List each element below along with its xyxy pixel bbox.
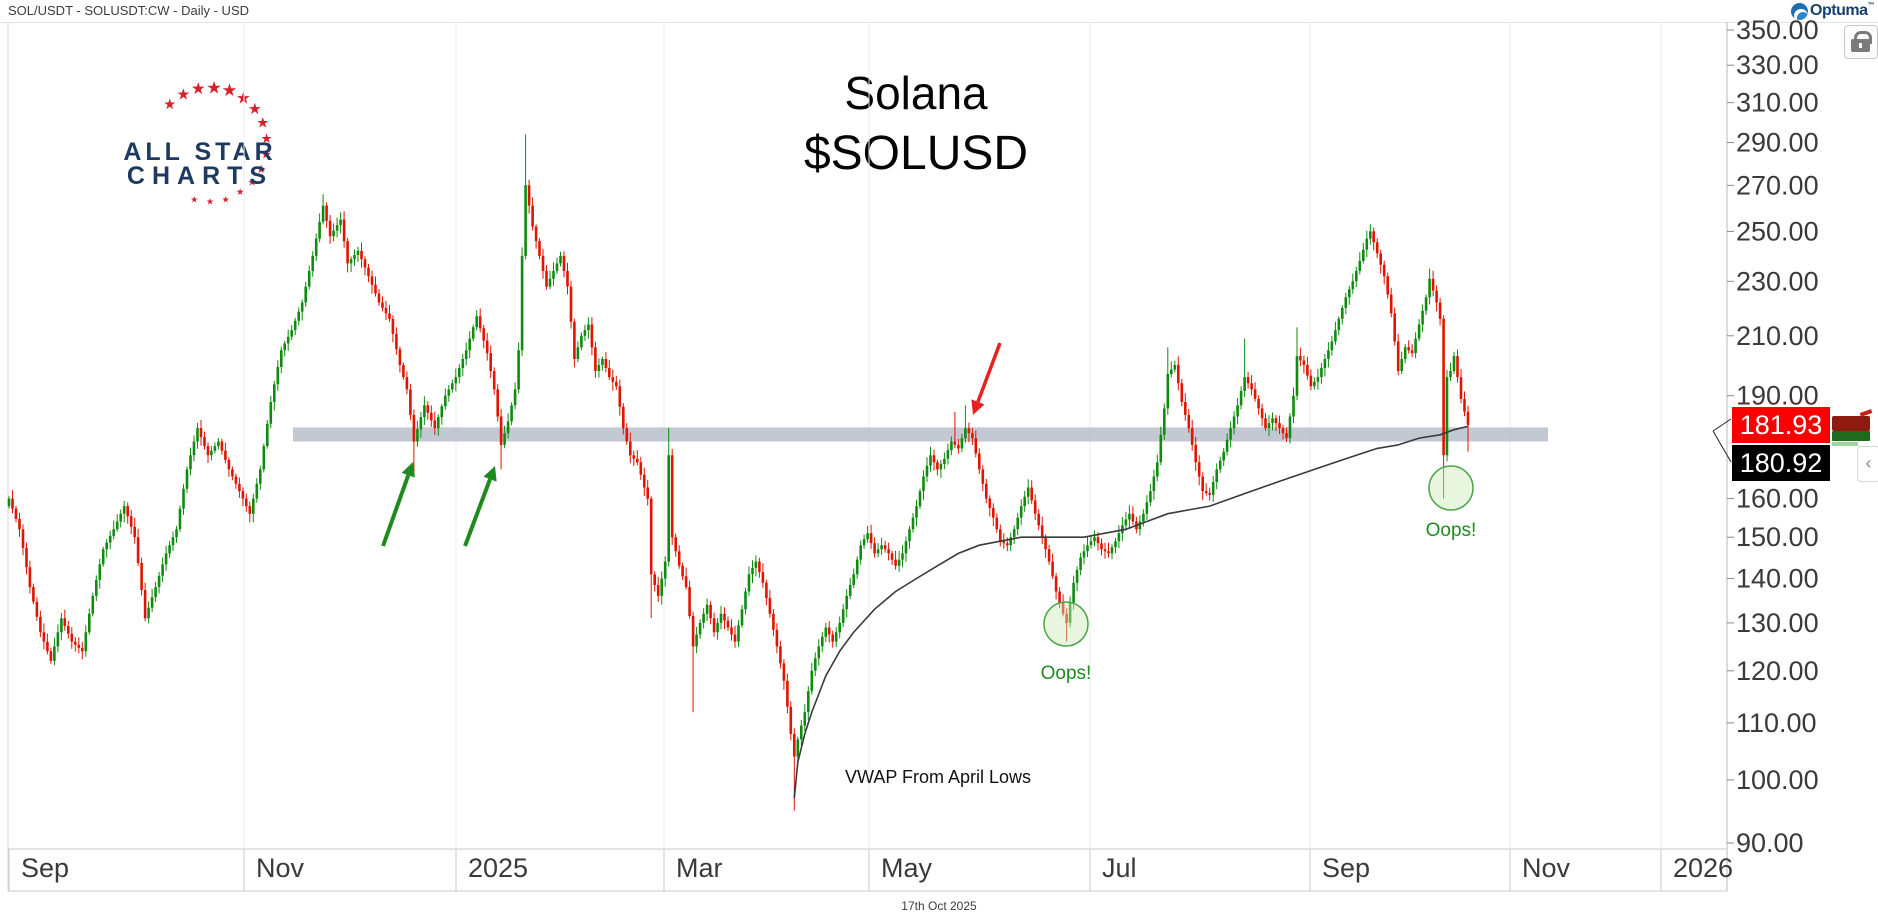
lock-button[interactable] [1844,25,1878,59]
logo-text-line1: ALL STAR [123,138,277,166]
x-axis-label: Nov [256,853,305,883]
instrument-title: SOL/USDT - SOLUSDT:CW - Daily - USD [8,3,250,18]
price-axis-label: 160.00 [1736,484,1819,514]
x-axis-label: Sep [21,853,69,883]
down-candle-bodies [11,185,1470,757]
star-icon: ★ [205,196,215,207]
price-axis-label: 130.00 [1736,608,1819,638]
price-axis-label: 230.00 [1736,266,1819,296]
price-axis-label: 250.00 [1736,216,1819,246]
down-candle-wicks [12,179,1469,811]
optuma-logo: Optuma™ [1791,0,1874,22]
oops-circle[interactable] [1043,601,1089,647]
star-icon: ★ [190,194,199,205]
support-band[interactable] [293,427,1548,442]
star-icon: ★ [247,101,262,119]
star-icon: ★ [247,176,258,189]
lock-icon [1854,31,1872,44]
x-axis-label: 2025 [468,853,528,883]
mini-green-bar-icon [1832,431,1870,441]
chart-title: Solana [844,67,988,119]
star-icon: ★ [260,147,272,162]
arrow-head [971,399,985,415]
tag-leader-lines [1712,418,1732,463]
up-candle-bodies [7,185,1456,757]
price-axis-label: 120.00 [1736,656,1819,686]
price-axis-label: 100.00 [1736,765,1819,795]
x-axis-label: 2026 [1673,853,1733,883]
optuma-globe-icon [1791,2,1809,20]
arrow-shaft [463,478,492,547]
star-icon: ★ [260,131,273,147]
price-axis-label: 330.00 [1736,50,1819,80]
date-stamp: 17th Oct 2025 [901,899,977,913]
oops-label: Oops! [1041,663,1092,684]
x-axis-label: Sep [1322,853,1370,883]
arrow-head [483,466,497,482]
price-axis-label: 190.00 [1736,381,1819,411]
price-axis-label: 150.00 [1736,522,1819,552]
price-axis-label: 350.00 [1736,15,1819,45]
mini-lightgreen-bar-icon [1832,442,1858,446]
all-star-charts-logo: ★★★★★★★★★★★★★★★★ ALL STAR CHARTS [60,40,272,206]
star-icon: ★ [235,187,245,199]
mini-red-bar-icon [1832,416,1870,431]
logo-text-line2: CHARTS [126,162,274,190]
mini-preview-widget [1832,414,1872,448]
chevron-left-icon: ‹ [1865,453,1872,473]
star-icon: ★ [190,80,206,99]
x-axis-label: May [881,853,933,883]
price-axis-label: 90.00 [1736,828,1804,858]
star-icon: ★ [221,80,238,101]
oops-circle[interactable] [1428,465,1474,511]
panel-collapse-button[interactable]: ‹ [1857,446,1878,482]
price-axis-label: 270.00 [1736,170,1819,200]
x-axis-label: Mar [676,853,723,883]
price-axis-label: 290.00 [1736,128,1819,158]
star-icon: ★ [256,115,270,132]
price-axis-label: 310.00 [1736,88,1819,118]
star-icon: ★ [163,96,177,113]
star-icon: ★ [206,77,222,98]
arrow-head [401,462,415,478]
price-axis-label: 210.00 [1736,321,1819,351]
arrow-shaft [381,474,411,547]
chart-symbol: $SOLUSD [803,127,1029,180]
x-axis-label: Nov [1522,853,1571,883]
title-bar: SOL/USDT - SOLUSDT:CW - Daily - USD Optu… [0,0,1878,23]
x-axis-label: Jul [1102,853,1137,883]
oops-label: Oops! [1426,520,1477,541]
vwap-label: VWAP From April Lows [845,767,1031,787]
star-icon: ★ [221,194,230,205]
last-price-tag: 181.93 [1732,407,1830,443]
arrow-shaft [976,342,1002,403]
vwap-line[interactable] [793,425,1469,799]
star-icon: ★ [176,86,191,104]
price-axis-label: 110.00 [1736,708,1817,738]
star-icon: ★ [255,163,267,177]
price-axis-label: 140.00 [1736,564,1819,594]
vwap-price-tag: 180.92 [1732,445,1830,481]
